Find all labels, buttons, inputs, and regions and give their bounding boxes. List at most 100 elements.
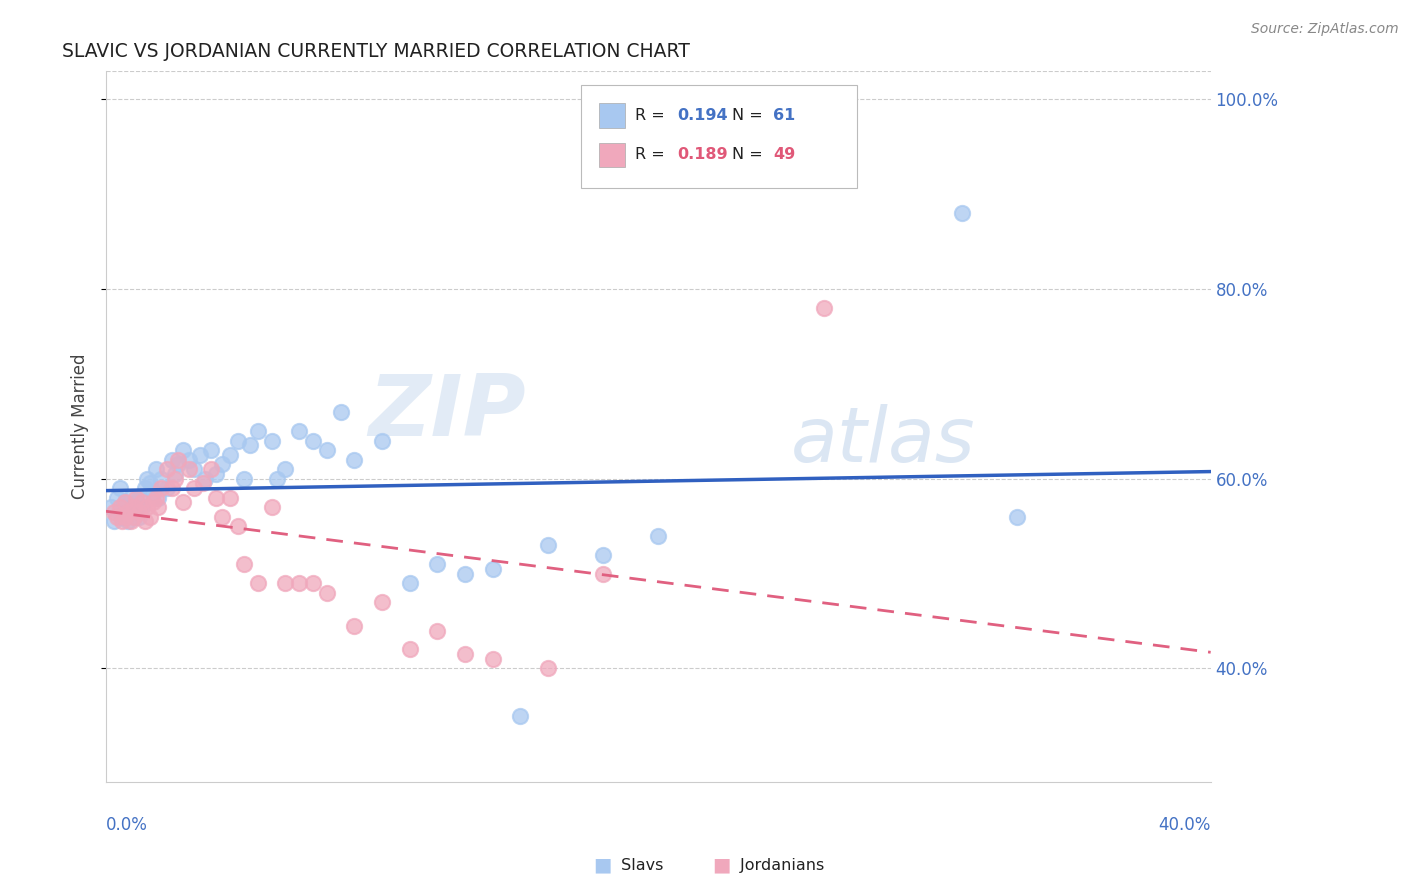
Text: ■: ■ xyxy=(713,855,731,875)
Point xyxy=(131,500,153,515)
Point xyxy=(1007,509,1029,524)
Point xyxy=(481,562,503,576)
Point xyxy=(183,481,205,495)
Point xyxy=(315,443,337,458)
Point xyxy=(134,515,156,529)
FancyBboxPatch shape xyxy=(581,85,858,188)
Point xyxy=(125,505,148,519)
Point xyxy=(145,462,167,476)
Point xyxy=(156,481,179,495)
Point xyxy=(128,505,150,519)
Point xyxy=(114,495,136,509)
Point xyxy=(128,491,150,505)
Point xyxy=(105,509,128,524)
Point xyxy=(274,462,297,476)
Point xyxy=(228,434,250,448)
Point xyxy=(128,509,150,524)
Point xyxy=(134,481,156,495)
Text: Source: ZipAtlas.com: Source: ZipAtlas.com xyxy=(1251,22,1399,37)
Point xyxy=(200,443,222,458)
Text: 61: 61 xyxy=(773,108,796,123)
Point xyxy=(156,462,179,476)
Point xyxy=(266,472,288,486)
Point xyxy=(233,472,256,486)
Point xyxy=(108,500,131,515)
Point xyxy=(813,301,835,315)
Point xyxy=(246,424,269,438)
Point xyxy=(120,505,142,519)
Point xyxy=(150,481,173,495)
Point xyxy=(105,491,128,505)
Point xyxy=(122,500,145,515)
Point xyxy=(142,486,165,500)
Point xyxy=(114,495,136,509)
Point xyxy=(160,452,183,467)
Text: ZIP: ZIP xyxy=(368,371,526,454)
Point xyxy=(150,472,173,486)
Point xyxy=(191,476,214,491)
Point xyxy=(163,467,186,481)
Point xyxy=(136,472,159,486)
Point xyxy=(117,505,139,519)
Point xyxy=(139,509,162,524)
Point xyxy=(103,515,125,529)
Text: ■: ■ xyxy=(593,855,612,875)
Point xyxy=(371,595,394,609)
Point xyxy=(108,481,131,495)
Point xyxy=(302,576,325,591)
Text: 40.0%: 40.0% xyxy=(1159,815,1211,833)
Point xyxy=(246,576,269,591)
Text: N =: N = xyxy=(733,108,768,123)
Point xyxy=(148,491,170,505)
Y-axis label: Currently Married: Currently Married xyxy=(72,354,89,500)
Point xyxy=(125,491,148,505)
Point xyxy=(537,661,560,675)
Text: SLAVIC VS JORDANIAN CURRENTLY MARRIED CORRELATION CHART: SLAVIC VS JORDANIAN CURRENTLY MARRIED CO… xyxy=(62,42,689,61)
Point xyxy=(426,624,449,638)
Point xyxy=(219,448,242,462)
Point xyxy=(177,452,200,467)
Point xyxy=(398,576,420,591)
Point xyxy=(120,515,142,529)
Point xyxy=(537,538,560,552)
Text: Slavs: Slavs xyxy=(616,858,664,872)
Point xyxy=(111,515,134,529)
Point xyxy=(103,505,125,519)
Point xyxy=(205,491,228,505)
Point xyxy=(228,519,250,533)
Point xyxy=(163,472,186,486)
Text: N =: N = xyxy=(733,147,768,162)
Point xyxy=(343,452,366,467)
Point xyxy=(111,509,134,524)
Point xyxy=(454,566,477,581)
Point xyxy=(274,576,297,591)
Point xyxy=(211,509,233,524)
Point xyxy=(139,476,162,491)
Text: Jordanians: Jordanians xyxy=(735,858,824,872)
Point xyxy=(315,585,337,599)
Point xyxy=(160,481,183,495)
Point xyxy=(100,500,122,515)
Point xyxy=(148,500,170,515)
Point xyxy=(260,434,283,448)
Point xyxy=(122,509,145,524)
Text: 49: 49 xyxy=(773,147,796,162)
Text: 0.189: 0.189 xyxy=(678,147,728,162)
Point xyxy=(426,557,449,571)
Point xyxy=(592,566,614,581)
Point xyxy=(108,505,131,519)
Point xyxy=(117,515,139,529)
Point xyxy=(343,619,366,633)
Point xyxy=(131,495,153,509)
Point xyxy=(238,438,260,452)
Point xyxy=(454,647,477,661)
Point xyxy=(177,462,200,476)
Point xyxy=(120,491,142,505)
Point xyxy=(114,509,136,524)
Point xyxy=(117,500,139,515)
Point xyxy=(194,472,217,486)
Point xyxy=(188,448,211,462)
Point xyxy=(398,642,420,657)
Point xyxy=(166,452,188,467)
Point xyxy=(371,434,394,448)
